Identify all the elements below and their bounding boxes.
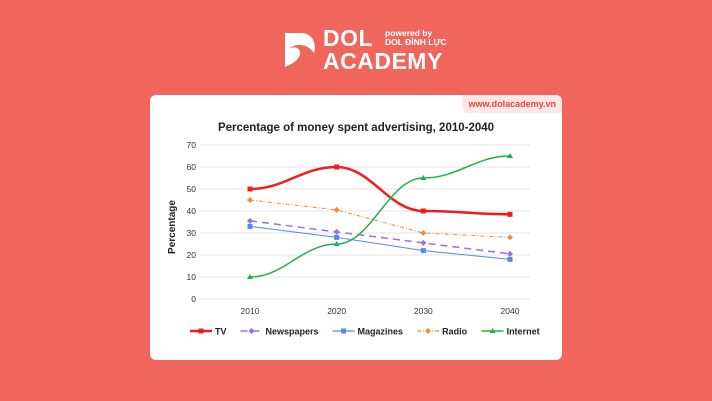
series-line-tv — [249, 165, 511, 216]
data-point-internet — [247, 274, 253, 279]
powered-by-label: powered by — [385, 28, 433, 38]
legend-label: Newspapers — [266, 327, 319, 337]
y-tick-label: 0 — [191, 294, 196, 304]
legend-label: Radio — [442, 327, 468, 337]
legend-marker — [198, 328, 204, 334]
brand-name-line2: ACADEMY — [323, 48, 443, 74]
dol-logo-mark-icon — [285, 33, 315, 67]
data-point-internet — [420, 175, 427, 180]
legend-marker — [489, 328, 496, 333]
website-link[interactable]: www.dolacademy.vn — [462, 95, 562, 113]
y-tick-label: 20 — [187, 250, 197, 260]
x-tick-label: 2040 — [501, 306, 520, 316]
y-tick-label: 70 — [187, 140, 197, 150]
powered-by: powered by DOL ĐÌNH LỰC — [385, 29, 447, 47]
data-point-magazines — [247, 223, 253, 229]
data-point-radio — [507, 234, 513, 241]
dol-academy-logo: DOL ACADEMY powered by DOL ĐÌNH LỰC — [283, 27, 453, 73]
powered-by-name: DOL ĐÌNH LỰC — [385, 37, 447, 47]
legend-marker — [425, 328, 432, 334]
brand-name-line1: DOL — [323, 25, 374, 51]
series-line-newspapers — [249, 220, 511, 255]
legend-marker — [248, 328, 255, 334]
data-point-newspapers — [333, 228, 340, 235]
data-point-tv — [507, 211, 513, 217]
y-tick-label: 30 — [187, 228, 197, 238]
data-point-newspapers — [247, 217, 253, 224]
data-point-newspapers — [420, 239, 427, 246]
y-tick-label: 40 — [187, 206, 197, 216]
data-point-radio — [333, 206, 340, 213]
legend-label: Internet — [507, 327, 540, 337]
data-point-radio — [247, 197, 253, 203]
y-tick-label: 50 — [187, 184, 197, 194]
y-tick-label: 60 — [187, 162, 197, 172]
data-point-internet — [507, 153, 513, 158]
legend-label: Magazines — [358, 327, 404, 337]
data-point-tv — [247, 186, 253, 192]
data-point-magazines — [334, 234, 340, 240]
series-line-internet — [249, 155, 511, 278]
data-point-magazines — [507, 256, 513, 262]
data-point-newspapers — [507, 250, 513, 257]
series-line-radio — [249, 199, 511, 238]
legend-label: TV — [215, 327, 227, 337]
data-point-radio — [420, 230, 427, 236]
y-axis-label: Percentage — [167, 200, 178, 254]
series-line-magazines — [249, 225, 511, 260]
y-tick-label: 10 — [187, 272, 197, 282]
chart-card: www.dolacademy.vn — [150, 95, 562, 360]
legend-marker — [341, 328, 347, 334]
chart-title: Percentage of money spent advertising, 2… — [218, 122, 494, 134]
data-point-tv — [420, 208, 426, 214]
data-point-internet — [333, 241, 340, 246]
data-point-tv — [334, 164, 340, 170]
x-tick-label: 2020 — [327, 306, 346, 316]
data-point-magazines — [420, 248, 426, 254]
x-tick-label: 2010 — [241, 306, 260, 316]
x-tick-label: 2030 — [414, 306, 433, 316]
